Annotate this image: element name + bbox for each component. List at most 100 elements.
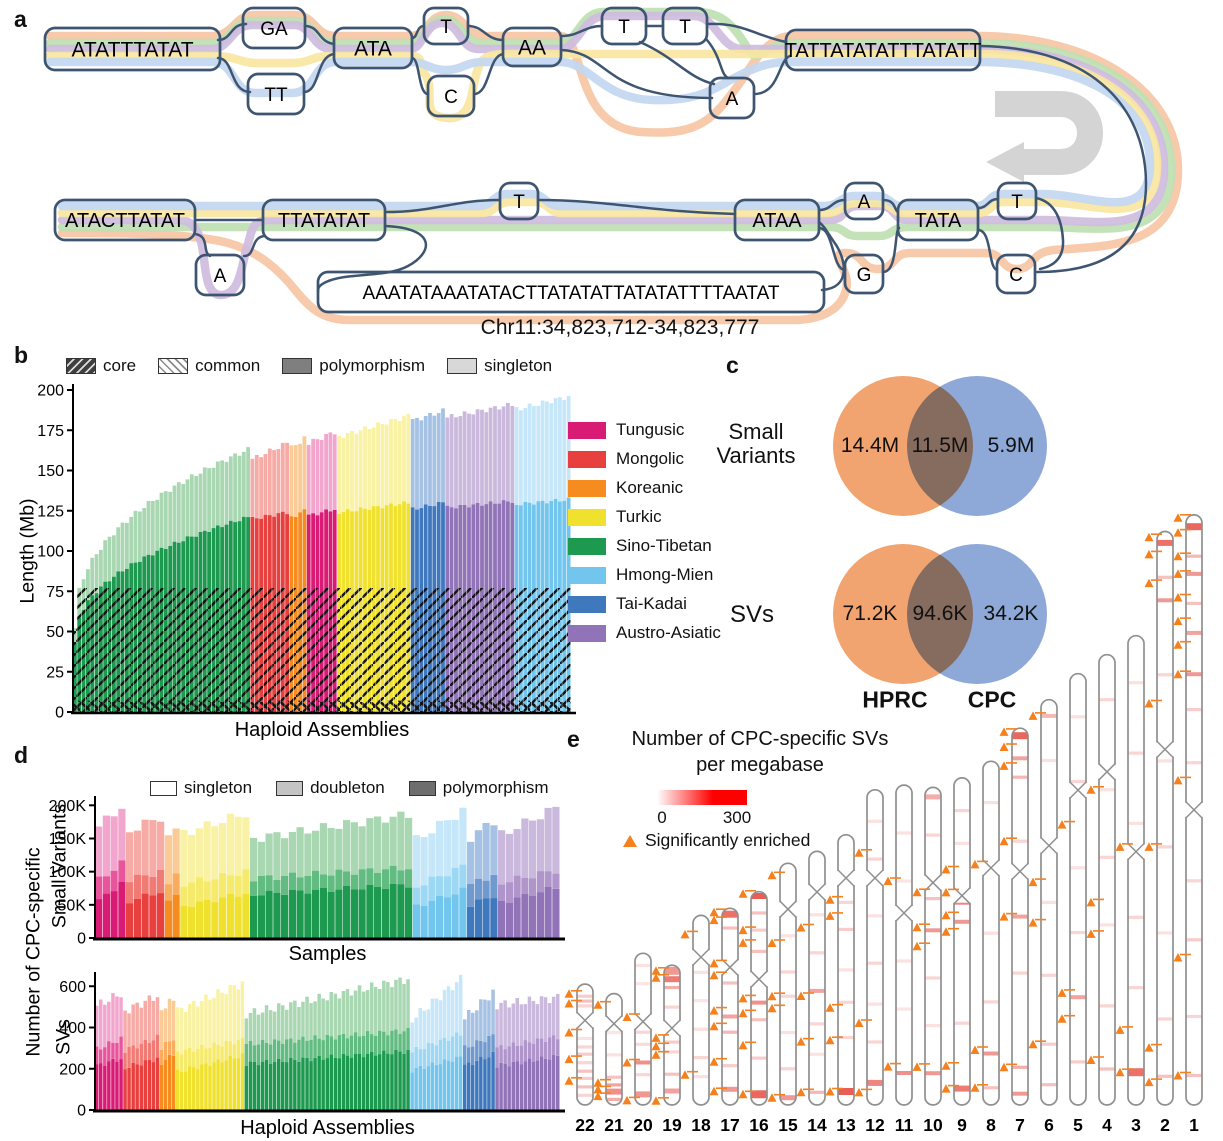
hatch-common	[376, 588, 380, 712]
bar-singleton	[224, 461, 229, 525]
bar-doubleton	[95, 1046, 99, 1064]
enriched-marker-icon	[1173, 1071, 1183, 1080]
bar-polymorphism	[353, 1053, 358, 1110]
bar-doubleton	[305, 1040, 309, 1058]
bar-doubleton	[410, 1052, 414, 1073]
bar-polymorphism	[479, 1056, 483, 1110]
hatch-core	[133, 700, 138, 712]
legend-label: polymorphism	[319, 356, 426, 375]
bar-singleton	[467, 1010, 471, 1048]
chromosome-label: 21	[604, 1115, 624, 1135]
bar-doubleton	[123, 1053, 127, 1070]
sv-density-band	[722, 981, 738, 985]
bar-singleton	[196, 1006, 200, 1049]
bar-singleton	[244, 1018, 249, 1044]
enriched-marker-icon	[1173, 640, 1183, 649]
chromosome-label: 2	[1160, 1115, 1170, 1135]
bar-polymorphism	[126, 903, 134, 938]
bar-singleton	[418, 1008, 422, 1050]
bar-doubleton	[111, 1042, 115, 1059]
bar-singleton	[479, 999, 483, 1041]
sv-density-band	[983, 1086, 999, 1090]
bar-singleton	[415, 417, 419, 510]
bar-doubleton	[99, 1049, 103, 1064]
bar-singleton	[321, 998, 325, 1040]
bar-doubleton	[296, 877, 304, 891]
hatch-common	[371, 588, 376, 712]
bar-singleton	[350, 431, 354, 512]
bar-polymorphism	[256, 1065, 261, 1110]
bar-doubleton	[143, 1039, 147, 1061]
hatch-common	[484, 588, 489, 712]
polymorphism-swatch-icon	[408, 780, 436, 796]
chromosome-outline	[750, 890, 768, 1106]
bar-singleton	[358, 826, 366, 870]
hatch-core	[501, 700, 506, 712]
bar-polymorphism	[212, 1062, 216, 1110]
sv-density-band	[1099, 698, 1115, 702]
enriched-marker-icon	[825, 911, 835, 920]
hatch-core	[181, 700, 186, 712]
bar-singleton	[380, 424, 385, 509]
bar-singleton	[226, 813, 234, 876]
hatch-core	[341, 700, 346, 712]
bar-doubleton	[281, 1043, 285, 1062]
venn-circle-cpc-small-variants	[907, 376, 1047, 516]
bar-doubleton	[317, 1038, 321, 1056]
hatch-common	[73, 628, 77, 712]
sv-density-band	[577, 1045, 593, 1049]
venn-value-right: 34.2K	[983, 602, 1039, 625]
panel-b-label: b	[14, 342, 29, 368]
hatch-common	[198, 588, 203, 712]
hatch-common	[519, 588, 523, 712]
bar-singleton	[513, 829, 521, 876]
bar-doubleton	[188, 882, 196, 907]
hatch-common	[146, 588, 151, 712]
bar-singleton	[535, 1004, 540, 1039]
bar-singleton	[510, 406, 515, 503]
enriched-marker-icon	[796, 1087, 806, 1097]
y-tick-label: 200	[59, 1061, 86, 1078]
bar-doubleton	[365, 1031, 370, 1054]
hatch-core	[94, 700, 99, 712]
hatch-common	[436, 588, 441, 712]
sequence-node	[661, 6, 709, 46]
sv-density-band	[722, 926, 738, 930]
hatch-common	[562, 588, 567, 712]
bar-polymorphism	[139, 1065, 143, 1110]
hatch-core	[458, 700, 463, 712]
bar-doubleton	[180, 886, 188, 906]
legend-item-doubleton: doubleton	[276, 778, 385, 798]
bar-singleton	[328, 432, 333, 512]
graph-edge	[410, 56, 430, 96]
bar-doubleton	[327, 875, 335, 892]
bar-singleton	[519, 410, 523, 506]
bar-polymorphism	[240, 1053, 245, 1110]
sv-density-band	[1012, 756, 1028, 761]
sv-density-band	[606, 1053, 622, 1057]
sequence-node-label: T	[440, 17, 452, 38]
chromosome-label: 6	[1044, 1115, 1054, 1135]
bar-singleton	[475, 409, 480, 503]
bar-singleton	[257, 841, 265, 876]
bar-singleton	[119, 997, 123, 1037]
bar-singleton	[272, 450, 276, 517]
bar-polymorphism	[366, 884, 374, 938]
bar-singleton	[553, 398, 558, 499]
bar-doubleton	[454, 1032, 459, 1057]
bar-singleton	[357, 985, 362, 1037]
bar-doubleton	[228, 1041, 232, 1056]
bar-singleton	[313, 1001, 317, 1036]
hatch-common	[142, 588, 147, 712]
bar-doubleton	[224, 1040, 228, 1061]
bar-singleton	[188, 1003, 192, 1048]
hatch-common	[298, 588, 302, 712]
hatch-core	[319, 700, 324, 712]
hatch-core	[90, 700, 95, 712]
hatch-common	[138, 588, 142, 712]
enriched-marker-icon	[941, 927, 951, 936]
bar-singleton	[277, 1003, 281, 1041]
bar-doubleton	[285, 1039, 289, 1063]
bar-singleton	[192, 1000, 196, 1052]
bar-singleton	[402, 984, 406, 1032]
